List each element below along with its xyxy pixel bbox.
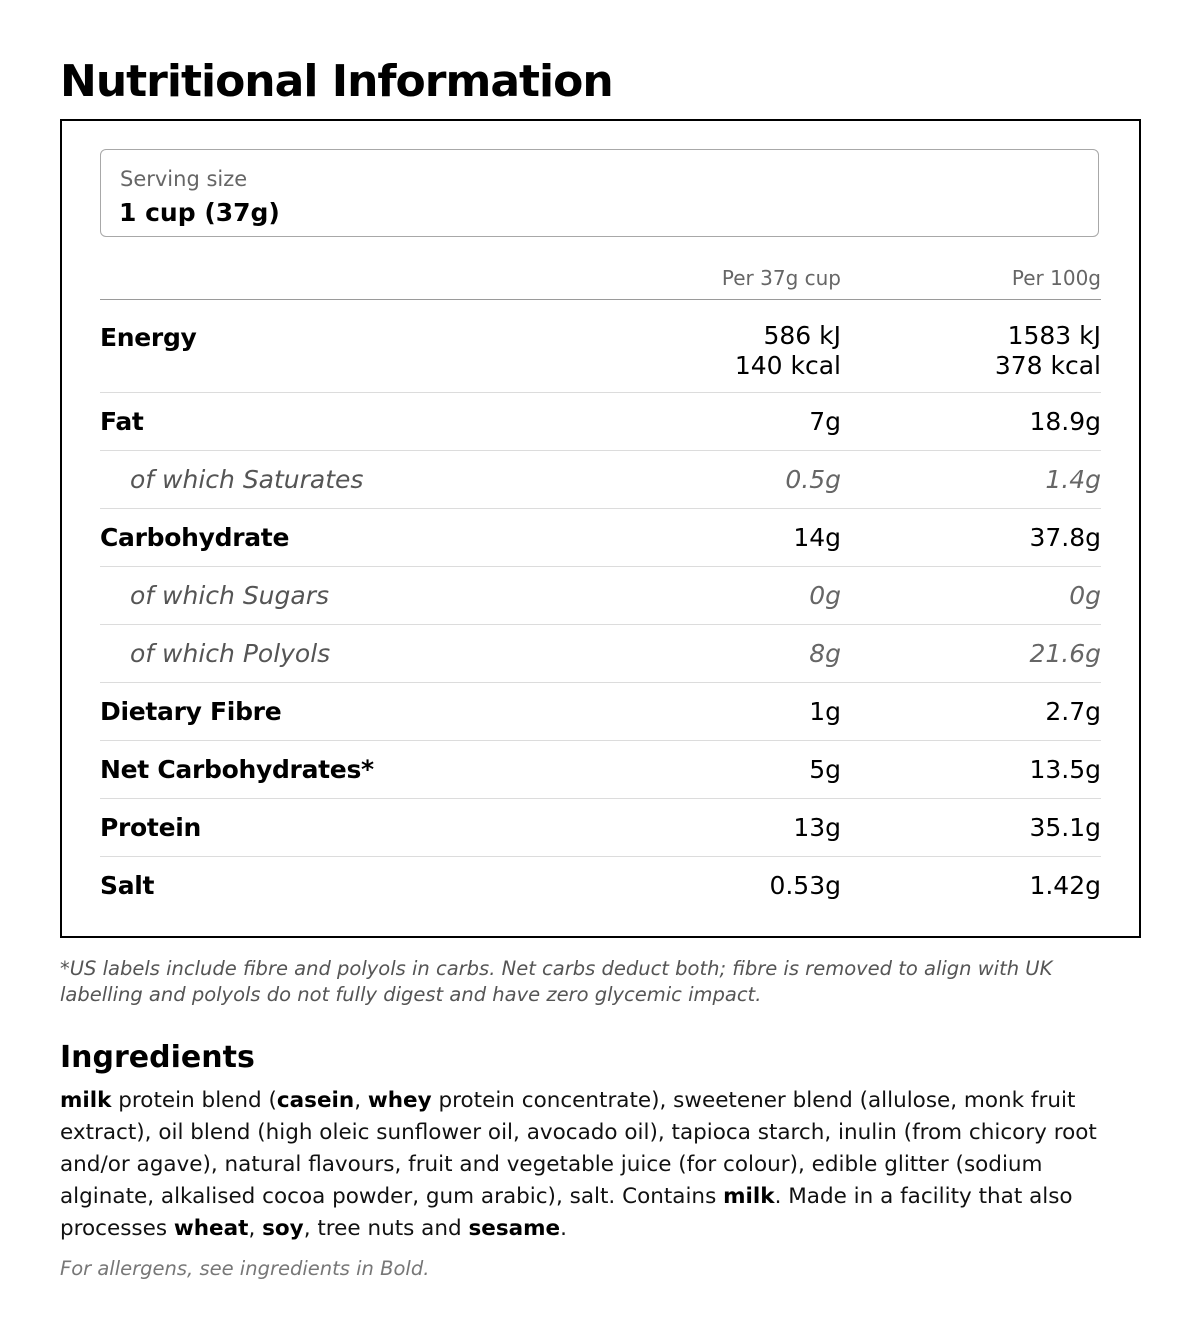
allergen-term: sesame xyxy=(468,1216,561,1241)
energy-per-serving-kcal: 140 kcal xyxy=(734,351,841,380)
value-per-100g: 2.7g xyxy=(1045,697,1101,726)
value-per-100g: 18.9g xyxy=(1029,407,1101,436)
value-per-serving: 13g xyxy=(793,813,841,842)
nutrient-row-fat: Fat 7g 18.9g xyxy=(100,393,1101,451)
ingredient-text: , xyxy=(354,1088,368,1113)
nutrient-name: Fat xyxy=(100,407,144,436)
value-per-serving: 0.5g xyxy=(785,465,841,494)
nutrient-row-energy: Energy 586 kJ 140 kcal 1583 kJ 378 kcal xyxy=(100,299,1101,393)
serving-size-value: 1 cup (37g) xyxy=(119,198,280,227)
nutrient-row-salt: Salt 0.53g 1.42g xyxy=(100,857,1101,914)
ingredient-text: . Made in a facility that also processes xyxy=(60,1184,1073,1241)
nutrient-name: Net Carbohydrates* xyxy=(100,755,374,784)
allergen-term: wheat xyxy=(173,1216,249,1241)
ingredients-list: milk protein blend (casein, whey protein… xyxy=(60,1085,1130,1245)
nutrient-rows: Energy 586 kJ 140 kcal 1583 kJ 378 kcal … xyxy=(100,299,1101,914)
nutrient-row-saturates: of which Saturates 0.5g 1.4g xyxy=(100,451,1101,509)
nutrient-row-carbohydrate: Carbohydrate 14g 37.8g xyxy=(100,509,1101,567)
energy-per-100g-kcal: 378 kcal xyxy=(994,351,1101,380)
column-headers: Per 37g cup Per 100g xyxy=(100,261,1101,300)
value-per-serving: 1g xyxy=(809,697,841,726)
nutrient-name: of which Polyols xyxy=(130,639,331,668)
value-per-serving: 0.53g xyxy=(769,871,841,900)
value-per-serving: 0g xyxy=(809,581,841,610)
allergen-term: whey xyxy=(367,1088,432,1113)
allergen-term: casein xyxy=(276,1088,355,1113)
ingredient-text: protein blend ( xyxy=(111,1088,277,1113)
energy-per-serving: 586 kJ 140 kcal xyxy=(735,321,841,381)
value-per-100g: 21.6g xyxy=(1029,639,1101,668)
value-per-serving: 8g xyxy=(809,639,841,668)
column-header-per-100g: Per 100g xyxy=(1011,266,1101,290)
nutrient-name: Energy xyxy=(100,323,197,352)
ingredient-text: , xyxy=(248,1216,263,1241)
ingredients-heading: Ingredients xyxy=(60,1040,255,1075)
nutrient-name: Carbohydrate xyxy=(100,523,290,552)
serving-size-label: Serving size xyxy=(120,167,248,191)
value-per-100g: 1.4g xyxy=(1045,465,1101,494)
value-per-serving: 5g xyxy=(809,755,841,784)
energy-per-serving-kj: 586 kJ xyxy=(763,321,841,350)
energy-per-100g-kj: 1583 kJ xyxy=(1007,321,1101,350)
page-title: Nutritional Information xyxy=(60,56,614,107)
value-per-100g: 13.5g xyxy=(1029,755,1101,784)
ingredient-text: , tree nuts and xyxy=(303,1216,469,1241)
nutrient-row-protein: Protein 13g 35.1g xyxy=(100,799,1101,857)
serving-size-box: Serving size 1 cup (37g) xyxy=(100,149,1099,237)
nutrient-row-sugars: of which Sugars 0g 0g xyxy=(100,567,1101,625)
value-per-serving: 7g xyxy=(809,407,841,436)
allergen-term: milk xyxy=(723,1184,775,1209)
nutrient-row-polyols: of which Polyols 8g 21.6g xyxy=(100,625,1101,683)
nutrient-name: Protein xyxy=(100,813,202,842)
allergen-term: soy xyxy=(262,1216,304,1241)
value-per-100g: 0g xyxy=(1069,581,1101,610)
value-per-100g: 35.1g xyxy=(1029,813,1101,842)
nutrient-name: Dietary Fibre xyxy=(100,697,282,726)
value-per-100g: 37.8g xyxy=(1029,523,1101,552)
nutrient-row-fibre: Dietary Fibre 1g 2.7g xyxy=(100,683,1101,741)
nutrient-name: Salt xyxy=(100,871,155,900)
allergen-note: For allergens, see ingredients in Bold. xyxy=(60,1257,430,1280)
nutrition-table: Serving size 1 cup (37g) Per 37g cup Per… xyxy=(60,119,1141,938)
ingredient-text: protein concentrate), sweetener blend (a… xyxy=(60,1088,1097,1209)
value-per-100g: 1.42g xyxy=(1029,871,1101,900)
net-carbs-footnote: *US labels include fibre and polyols in … xyxy=(60,957,1053,1006)
nutrient-name: of which Saturates xyxy=(130,465,364,494)
allergen-term: milk xyxy=(60,1088,112,1113)
nutrient-row-net-carbohydrates: Net Carbohydrates* 5g 13.5g xyxy=(100,741,1101,799)
ingredient-text: . xyxy=(560,1216,567,1241)
value-per-serving: 14g xyxy=(793,523,841,552)
energy-per-100g: 1583 kJ 378 kcal xyxy=(995,321,1101,381)
column-header-per-serving: Per 37g cup xyxy=(721,266,841,290)
nutrient-name: of which Sugars xyxy=(130,581,330,610)
